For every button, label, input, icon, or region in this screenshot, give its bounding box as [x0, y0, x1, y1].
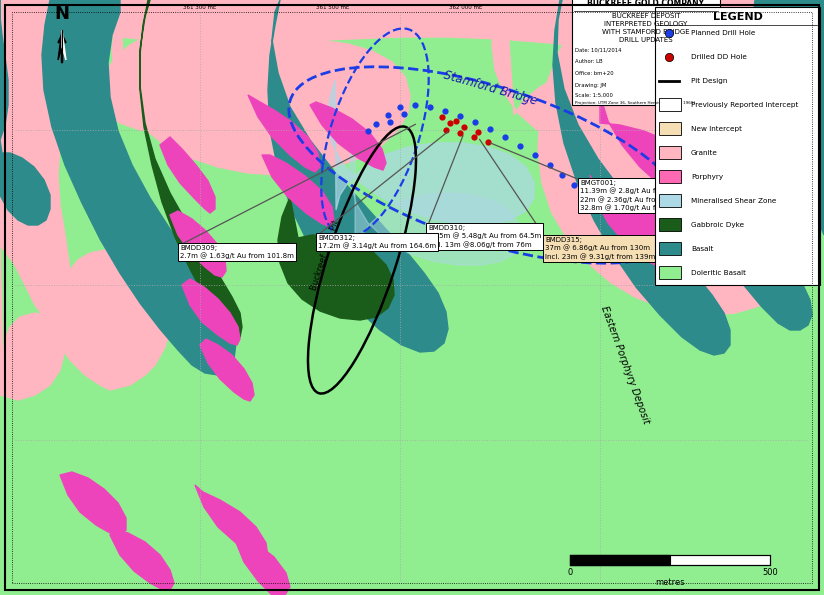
Bar	[659, 170, 681, 183]
Polygon shape	[160, 137, 215, 213]
Polygon shape	[42, 0, 236, 375]
Polygon shape	[614, 25, 728, 136]
Bar	[659, 242, 681, 255]
Text: Basalt: Basalt	[691, 246, 714, 252]
Polygon shape	[200, 339, 254, 401]
Polygon shape	[350, 135, 522, 265]
Text: Planned Drill Hole: Planned Drill Hole	[691, 30, 756, 36]
Text: Eastern Porphyry Deposit: Eastern Porphyry Deposit	[599, 305, 651, 425]
Polygon shape	[0, 245, 65, 400]
Polygon shape	[182, 279, 240, 345]
Text: 362 500 mE: 362 500 mE	[583, 5, 616, 10]
Polygon shape	[0, 140, 50, 225]
Bar	[659, 194, 681, 207]
Bar	[659, 98, 681, 111]
Text: BUCKREEF GOLD COMPANY: BUCKREEF GOLD COMPANY	[588, 0, 705, 8]
Polygon shape	[492, 0, 678, 153]
Polygon shape	[328, 80, 534, 224]
Text: BUCKREEF DEPOSIT
INTERPRETED GEOLOGY
WITH STAMFORD BRIDGE
DRILL UPDATES: BUCKREEF DEPOSIT INTERPRETED GEOLOGY WIT…	[602, 13, 690, 43]
Bar	[655, 7, 820, 285]
Polygon shape	[60, 472, 126, 535]
Polygon shape	[538, 0, 790, 315]
Text: Drilled DD Hole: Drilled DD Hole	[691, 54, 747, 60]
Polygon shape	[170, 211, 226, 277]
Text: Date: 10/11/2014: Date: 10/11/2014	[575, 47, 621, 52]
Bar	[572, 0, 720, 105]
Text: Author: LB: Author: LB	[575, 59, 602, 64]
Text: Doleritic Basalt: Doleritic Basalt	[691, 270, 746, 276]
Polygon shape	[88, 0, 262, 133]
Text: BMGT001;
11.39m @ 2.8g/t Au from 104m
22m @ 2.36g/t Au from 186.6m.
32.8m @ 1.70: BMGT001; 11.39m @ 2.8g/t Au from 104m 22…	[580, 180, 694, 211]
Polygon shape	[140, 0, 242, 339]
Polygon shape	[0, 0, 590, 48]
Polygon shape	[112, 0, 410, 175]
Text: Drawing: JM: Drawing: JM	[575, 83, 606, 88]
Text: 361 500 mE: 361 500 mE	[316, 5, 349, 10]
Polygon shape	[310, 102, 386, 170]
Polygon shape	[600, 95, 713, 208]
Text: metres: metres	[655, 578, 685, 587]
Bar	[659, 218, 681, 231]
Text: Stamford Bridge: Stamford Bridge	[442, 69, 538, 108]
Bar	[659, 266, 681, 279]
Bar	[659, 146, 681, 159]
Polygon shape	[248, 95, 320, 172]
Polygon shape	[268, 0, 448, 352]
Polygon shape	[0, 0, 170, 390]
Text: N: N	[54, 5, 69, 23]
Text: LEGEND: LEGEND	[713, 12, 762, 22]
Polygon shape	[553, 0, 730, 355]
Text: 500: 500	[762, 568, 778, 577]
Polygon shape	[752, 0, 824, 235]
Text: BMDD310;
35.5m @ 5.48g/t Au from 64.5m
Incl. 13m @8.06g/t from 76m: BMDD310; 35.5m @ 5.48g/t Au from 64.5m I…	[428, 225, 541, 248]
Text: 0: 0	[568, 568, 573, 577]
Polygon shape	[58, 30, 62, 60]
Bar	[659, 122, 681, 135]
Text: Projection: UTM Zone 36, Southern Hemisphere (Arc 1960): Projection: UTM Zone 36, Southern Hemisp…	[575, 101, 695, 105]
Bar	[670, 555, 770, 565]
Polygon shape	[647, 0, 812, 330]
Text: Porphyry: Porphyry	[691, 174, 723, 180]
Polygon shape	[262, 155, 334, 227]
Text: 362 000 mE: 362 000 mE	[449, 5, 483, 10]
Text: Office: bm+20: Office: bm+20	[575, 71, 614, 76]
Text: Scale: 1:5,000: Scale: 1:5,000	[575, 93, 613, 98]
Polygon shape	[62, 30, 66, 60]
Text: Gabbroic Dyke: Gabbroic Dyke	[691, 222, 744, 228]
Bar	[570, 555, 670, 565]
Polygon shape	[110, 529, 174, 590]
Text: Granite: Granite	[691, 150, 718, 156]
Text: Pit Design: Pit Design	[691, 78, 728, 84]
Text: BMDD312;
17.2m @ 3.14g/t Au from 164.6m: BMDD312; 17.2m @ 3.14g/t Au from 164.6m	[318, 235, 436, 249]
Text: Buckreef Main Pit: Buckreef Main Pit	[309, 218, 340, 292]
Text: 361 300 mE: 361 300 mE	[183, 5, 217, 10]
Text: Mineralised Shear Zone: Mineralised Shear Zone	[691, 198, 776, 204]
Polygon shape	[235, 534, 290, 595]
Text: New Intercept: New Intercept	[691, 126, 742, 132]
Text: BMDD315;
37m @ 6.86g/t Au from 130m
Incl. 23m @ 9.31g/t from 139m.: BMDD315; 37m @ 6.86g/t Au from 130m Incl…	[545, 237, 658, 260]
Text: BMDD309;
2.7m @ 1.63g/t Au from 101.8m: BMDD309; 2.7m @ 1.63g/t Au from 101.8m	[180, 245, 294, 259]
Polygon shape	[278, 197, 394, 320]
Polygon shape	[590, 175, 705, 275]
Polygon shape	[195, 485, 268, 561]
Text: Previously Reported Intercept: Previously Reported Intercept	[691, 102, 798, 108]
Polygon shape	[0, 0, 8, 140]
